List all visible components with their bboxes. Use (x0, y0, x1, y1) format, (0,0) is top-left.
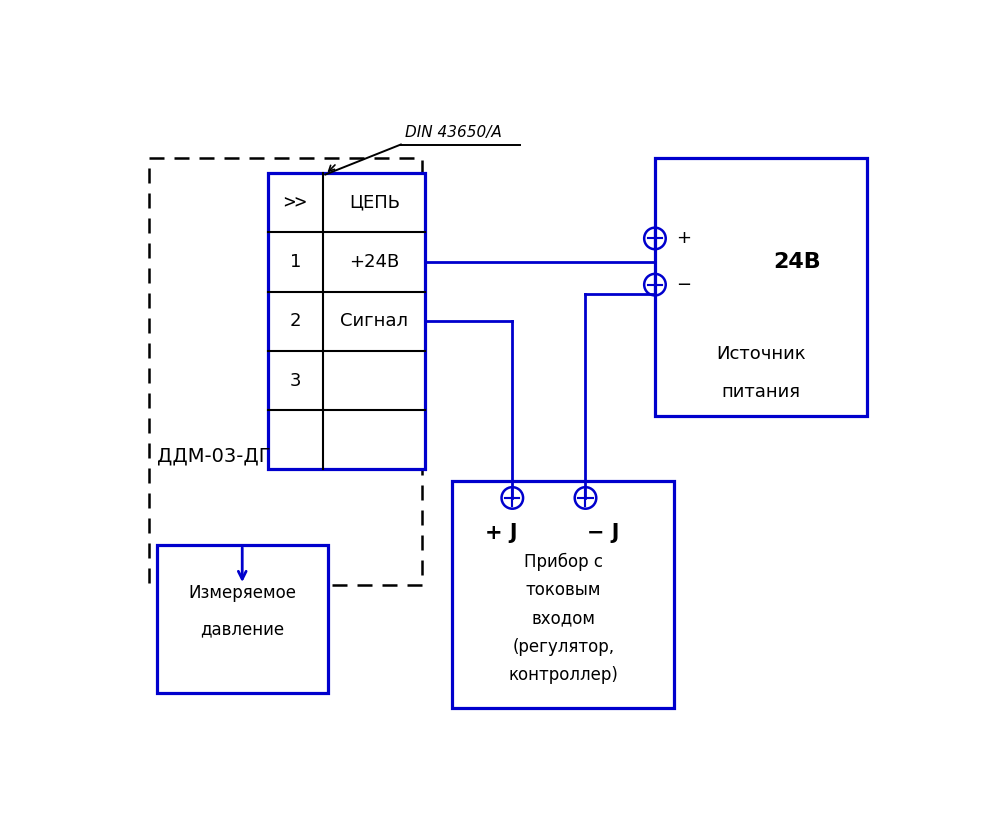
Text: контроллер): контроллер) (508, 666, 618, 684)
Text: входом: входом (531, 609, 595, 627)
Text: +24В: +24В (349, 253, 399, 271)
Bar (149, 157, 422, 585)
Text: + J: + J (485, 523, 517, 543)
Text: 2: 2 (290, 312, 301, 330)
Text: Измеряемое: Измеряемое (188, 583, 296, 602)
Text: DIN 43650/A: DIN 43650/A (405, 125, 501, 140)
Text: ЦЕПЬ: ЦЕПЬ (349, 194, 400, 211)
Bar (655, 157, 867, 415)
Text: − J: − J (587, 523, 619, 543)
Text: −: − (677, 275, 692, 294)
Text: ДДМ-03-ДГ: ДДМ-03-ДГ (157, 446, 270, 465)
Text: Прибор с: Прибор с (524, 552, 603, 571)
Text: давление: давление (200, 621, 284, 639)
Bar (157, 545, 328, 693)
Text: 1: 1 (290, 253, 301, 271)
Text: 3: 3 (290, 372, 301, 389)
Bar (268, 173, 425, 469)
Text: Сигнал: Сигнал (340, 312, 408, 330)
Bar (452, 481, 674, 708)
Text: токовым: токовым (526, 582, 601, 599)
Text: 24В: 24В (774, 251, 821, 271)
Text: Источник: Источник (716, 345, 806, 363)
Text: +: + (677, 230, 692, 247)
Text: (регулятор,: (регулятор, (512, 637, 614, 656)
Text: питания: питания (721, 384, 800, 401)
Text: >>: >> (284, 193, 307, 212)
